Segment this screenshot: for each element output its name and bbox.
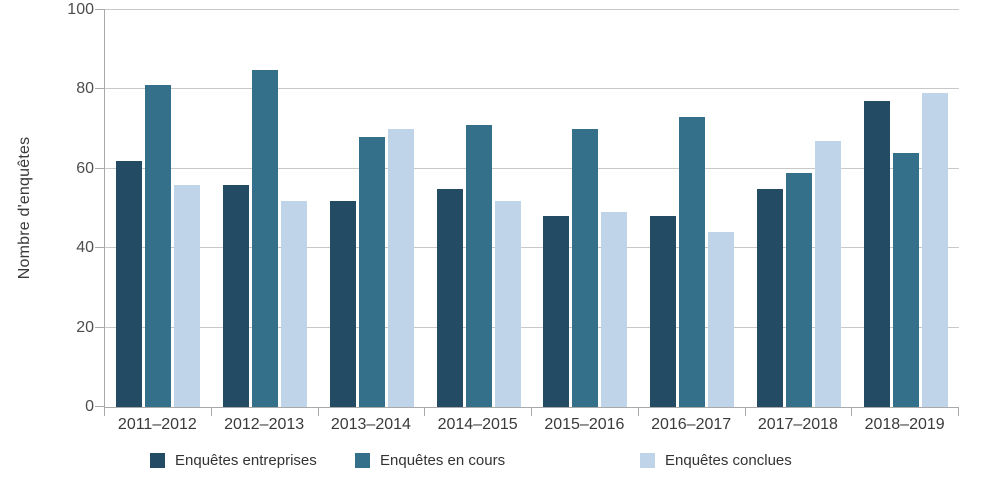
bar: [436, 188, 463, 407]
x-tick-mark: [958, 408, 959, 416]
bar: [329, 200, 356, 407]
bar: [145, 85, 172, 407]
gridline-y-100: [105, 9, 959, 10]
legend-item: Enquêtes conclues: [640, 452, 792, 469]
y-tick-label-80: 80: [76, 80, 94, 98]
bar: [465, 125, 492, 407]
bar: [223, 184, 250, 407]
bar: [756, 188, 783, 407]
gridline-y-80: [105, 88, 959, 90]
legend-item: Enquêtes entreprises: [150, 452, 317, 469]
bar-group-2015–2016: [532, 10, 639, 407]
bar-group-2014–2015: [425, 10, 532, 407]
gridline-y-20: [105, 326, 959, 328]
x-tick-label-2011–2012: 2011–2012: [117, 416, 197, 433]
x-tick-mark: [104, 408, 105, 416]
y-tick-label-100: 100: [67, 1, 94, 18]
x-tick-label-2015–2016: 2015–2016: [544, 416, 625, 433]
bar: [572, 129, 599, 407]
legend-swatch-icon: [150, 453, 165, 468]
bar: [358, 137, 385, 407]
bar: [921, 93, 948, 407]
bar: [494, 200, 521, 407]
bar: [785, 172, 812, 407]
bar-group-2016–2017: [639, 10, 746, 407]
bar: [174, 184, 201, 407]
bar: [814, 141, 841, 407]
x-tick-mark: [637, 408, 639, 416]
bar-group-2012–2013: [212, 10, 319, 407]
y-tick-label-60: 60: [76, 159, 94, 177]
legend-label: Enquêtes entreprises: [175, 452, 317, 469]
bar: [116, 160, 143, 407]
y-tick-mark: [95, 167, 105, 169]
bar-groups: [105, 10, 959, 407]
plot-area: [95, 9, 959, 416]
x-tick-label-2016–2017: 2016–2017: [651, 416, 732, 433]
y-tick-mark: [95, 326, 105, 328]
x-tick-mark: [317, 408, 319, 416]
x-tick-label-2014–2015: 2014–2015: [437, 416, 518, 433]
bar: [281, 200, 308, 407]
x-tick-label-2013–2014: 2013–2014: [330, 416, 411, 433]
bar: [863, 101, 890, 407]
x-tick-mark: [424, 408, 426, 416]
x-axis-tick-labels: 2011–2012 2012–2013 2013–2014 2014–2015 2015…: [104, 416, 958, 434]
y-tick-label-40: 40: [76, 239, 94, 257]
y-axis-title: Nombre d'enquêtes: [16, 136, 33, 280]
gridline-y-40: [105, 247, 959, 249]
bar-group-2017–2018: [746, 10, 853, 407]
y-tick-label-0: 0: [85, 398, 94, 415]
legend-label: Enquêtes conclues: [665, 452, 792, 469]
x-tick-label-2012–2013: 2012–2013: [224, 416, 305, 433]
y-tick-mark: [95, 9, 105, 10]
bar-group-2018–2019: [852, 10, 959, 407]
bar: [650, 216, 677, 407]
chart-legend: Enquêtes entreprises Enquêtes en cours Enq…: [0, 452, 1000, 476]
x-tick-label-2017–2018: 2017–2018: [757, 416, 838, 433]
bar: [892, 152, 919, 407]
y-tick-mark: [95, 247, 105, 249]
x-tick-mark: [744, 408, 746, 416]
bar: [387, 129, 414, 407]
x-tick-mark: [210, 408, 212, 416]
bar-group-2011–2012: [105, 10, 212, 407]
x-tick-label-2018–2019: 2018–2019: [864, 416, 945, 433]
bar-group-2013–2014: [319, 10, 426, 407]
legend-swatch-icon: [355, 453, 370, 468]
legend-label: Enquêtes en cours: [380, 452, 506, 469]
bar: [601, 212, 628, 407]
legend-item: Enquêtes en cours: [355, 452, 505, 469]
y-tick-mark: [95, 406, 105, 407]
y-tick-label-20: 20: [76, 318, 94, 336]
bar: [543, 216, 570, 407]
gridline-y-60: [105, 167, 959, 169]
bar: [708, 232, 735, 407]
x-tick-mark: [851, 408, 853, 416]
x-tick-mark: [531, 408, 532, 416]
bar: [252, 69, 279, 407]
legend-swatch-icon: [640, 453, 655, 468]
bar: [679, 117, 706, 407]
y-tick-mark: [95, 88, 105, 90]
